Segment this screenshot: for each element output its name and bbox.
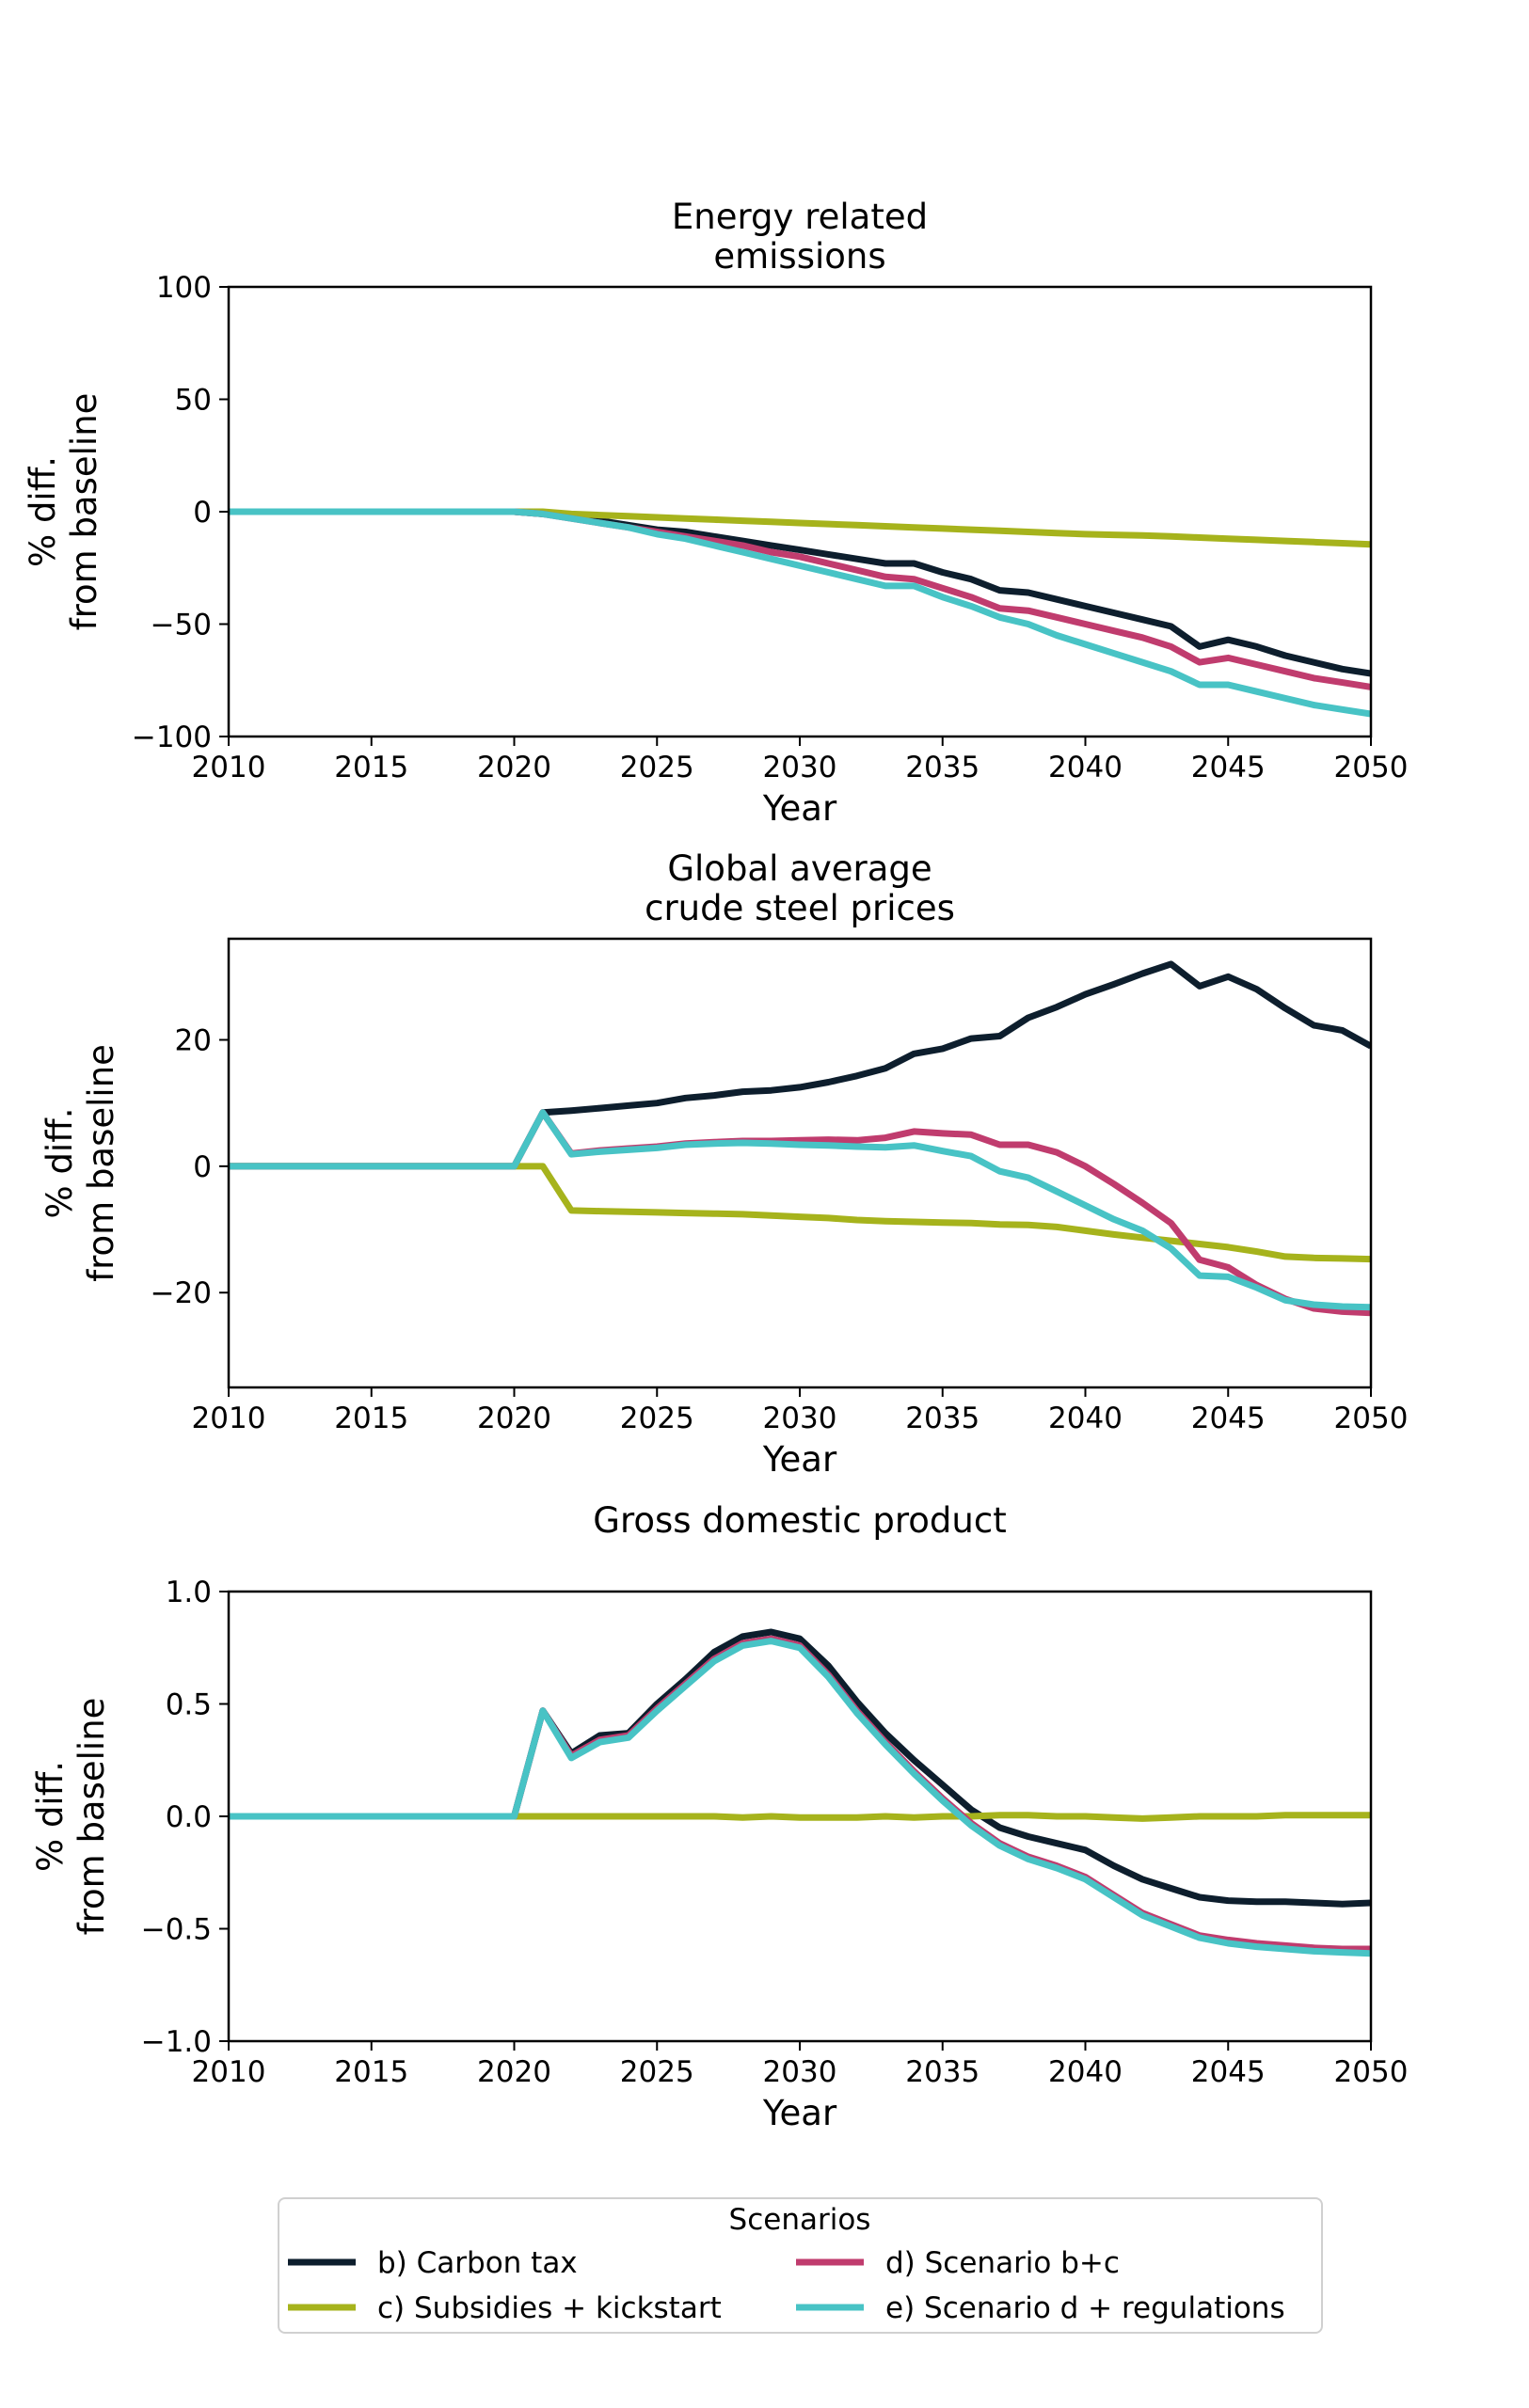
legend-entry-label: b) Carbon tax xyxy=(377,2246,578,2280)
series-group xyxy=(229,1628,1371,1957)
charts: Energy related emissions 2010 2015 2020 2025 2… xyxy=(23,197,1408,2133)
x-axis-label: Year xyxy=(762,788,837,829)
x-tick-label: 2020 xyxy=(477,751,551,784)
y-tick-label: 0.5 xyxy=(166,1688,212,1722)
x-axis-label: Year xyxy=(762,1439,837,1480)
x-tick-label: 2050 xyxy=(1334,1402,1409,1435)
x-tick-label: 2025 xyxy=(620,1402,694,1435)
x-tick-label: 2015 xyxy=(334,2055,408,2089)
legend-title: Scenarios xyxy=(729,2203,871,2237)
x-tick-label: 2050 xyxy=(1334,2055,1409,2089)
x-tick-label: 2010 xyxy=(192,2055,266,2089)
y-tick-label: −100 xyxy=(132,721,212,754)
x-tick-label: 2035 xyxy=(905,2055,980,2089)
series-line-b xyxy=(229,960,1371,1170)
series-line-c xyxy=(229,508,1371,548)
chart-title: Global average crude steel prices xyxy=(645,848,955,928)
x-tick-label: 2030 xyxy=(763,1402,837,1435)
series-line-e xyxy=(229,1109,1371,1311)
x-tick-label: 2040 xyxy=(1048,2055,1123,2089)
y-tick-label: 0 xyxy=(193,1150,212,1184)
x-tick-label: 2045 xyxy=(1191,2055,1266,2089)
x-tick-label: 2035 xyxy=(905,1402,980,1435)
series-line-e xyxy=(229,1638,1371,1957)
x-tick-label: 2010 xyxy=(192,751,266,784)
y-axis-label: % diff. xyxy=(30,1761,71,1872)
x-tick-label: 2030 xyxy=(763,2055,837,2089)
chart-title: Energy related emissions xyxy=(672,197,928,277)
y-tick-label: 1.0 xyxy=(166,1576,212,1609)
x-tick-label: 2020 xyxy=(477,1402,551,1435)
chart-panel-1: Energy related emissions 2010 2015 2020 2025 2… xyxy=(23,197,1408,829)
y-tick-label: 20 xyxy=(175,1023,212,1057)
y-tick-label: −20 xyxy=(151,1276,212,1310)
y-tick-label: 0.0 xyxy=(166,1800,212,1834)
series-line-b xyxy=(229,1628,1371,1908)
y-axis-label: from baseline xyxy=(64,393,104,631)
x-tick-label: 2020 xyxy=(477,2055,551,2089)
x-tick-label: 2015 xyxy=(334,1402,408,1435)
x-tick-label: 2010 xyxy=(192,1402,266,1435)
x-tick-label: 2045 xyxy=(1191,1402,1266,1435)
y-tick-label: 0 xyxy=(193,496,212,530)
x-axis-label: Year xyxy=(762,2093,837,2133)
y-tick-label: −1.0 xyxy=(141,2025,212,2059)
y-tick-label: 100 xyxy=(156,271,212,305)
series-group xyxy=(229,508,1371,718)
y-tick-label: −50 xyxy=(151,609,212,642)
x-tick-label: 2040 xyxy=(1048,751,1123,784)
legend: Scenarios b) Carbon tax c) Subsidies + kic… xyxy=(278,2197,1323,2334)
legend-entry-label: c) Subsidies + kickstart xyxy=(377,2291,722,2325)
series-line-c xyxy=(229,1163,1371,1263)
y-axis-label: % diff. xyxy=(40,1108,80,1219)
x-tick-label: 2035 xyxy=(905,751,980,784)
series-line-d xyxy=(229,1635,1371,1953)
y-tick-label: 50 xyxy=(175,384,212,418)
x-tick-label: 2025 xyxy=(620,751,694,784)
y-axis-label: from baseline xyxy=(81,1044,121,1282)
y-tick-label: −0.5 xyxy=(141,1913,212,1947)
x-tick-label: 2025 xyxy=(620,2055,694,2089)
y-axis-label: from baseline xyxy=(72,1698,112,1936)
x-tick-label: 2050 xyxy=(1334,751,1409,784)
chart-title: Gross domestic product xyxy=(593,1500,1006,1541)
chart-panel-3: Gross domestic product 2010 2015 2020 2025 20… xyxy=(30,1500,1408,2133)
y-axis-label: % diff. xyxy=(23,456,63,567)
x-tick-label: 2015 xyxy=(334,751,408,784)
x-tick-label: 2040 xyxy=(1048,1402,1123,1435)
x-tick-label: 2045 xyxy=(1191,751,1266,784)
series-group xyxy=(229,960,1371,1317)
legend-entry-label: e) Scenario d + regulations xyxy=(885,2291,1285,2325)
chart-panel-2: Global average crude steel prices 2010 2015… xyxy=(40,848,1408,1480)
legend-entry-label: d) Scenario b+c xyxy=(885,2246,1120,2280)
x-tick-label: 2030 xyxy=(763,751,837,784)
series-line-e xyxy=(229,508,1371,718)
